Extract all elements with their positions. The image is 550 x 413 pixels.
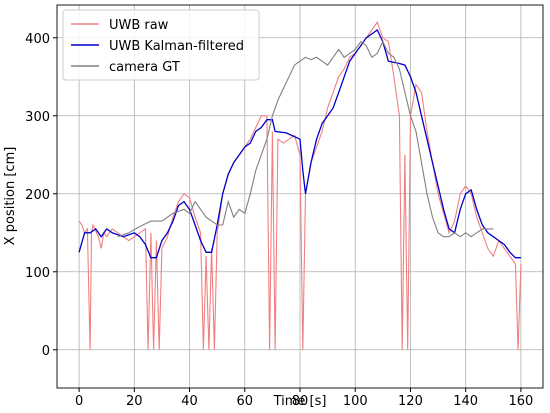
y-tick-label: 100	[25, 266, 50, 281]
legend-label: UWB Kalman-filtered	[109, 39, 244, 54]
y-tick-label: 400	[25, 32, 50, 47]
x-tick-label: 100	[343, 394, 368, 409]
legend-label: UWB raw	[109, 18, 169, 33]
x-tick-label: 60	[236, 394, 253, 409]
x-tick-label: 40	[181, 394, 198, 409]
x-axis-label: Time [s]	[273, 394, 327, 409]
y-tick-label: 0	[42, 344, 50, 359]
x-tick-label: 160	[508, 394, 533, 409]
legend-box	[62, 9, 260, 81]
x-tick-label: 0	[75, 394, 83, 409]
series-line	[78, 21, 522, 350]
y-tick-label: 300	[25, 110, 50, 125]
legend-label: camera GT	[109, 60, 180, 75]
x-tick-label: 120	[398, 394, 423, 409]
x-tick-label: 20	[126, 394, 143, 409]
x-tick-label: 80	[292, 394, 309, 409]
plot-frame	[56, 4, 544, 389]
series-line	[117, 40, 494, 238]
series-line	[78, 29, 521, 259]
y-tick-label: 200	[25, 188, 50, 203]
y-axis-label: X position [cm]	[3, 147, 18, 246]
x-tick-label: 140	[453, 394, 478, 409]
